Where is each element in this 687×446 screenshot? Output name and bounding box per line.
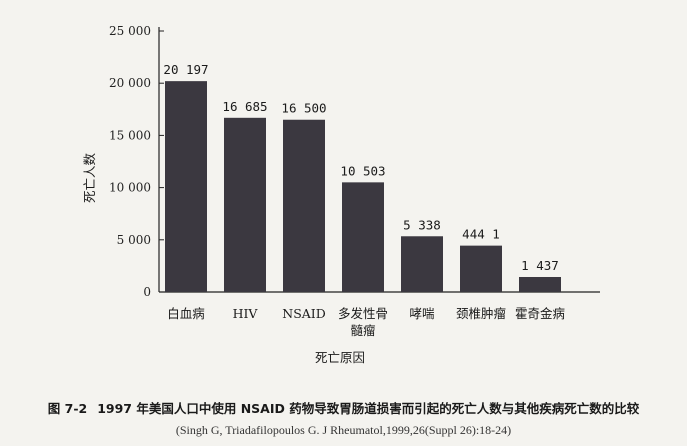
chart-axes: 0 5 000 10 000 15 000 20 000 25 000 [109,24,600,299]
bar [519,276,561,292]
x-tick-label: 髓瘤 [350,323,376,338]
chart-bars [165,81,561,293]
bar-value-label: 20 197 [163,62,208,77]
y-tick-label: 5 000 [117,233,151,247]
x-tick-label: 白血病 [167,306,205,321]
y-tick-label: 15 000 [109,128,151,142]
x-tick-label: 颈椎肿瘤 [456,306,507,321]
bar-value-label: 1 437 [521,258,559,273]
x-tick-label: 哮喘 [409,306,434,321]
figure-source: (Singh G, Triadafilopoulos G. J Rheumato… [175,423,512,437]
bar [224,117,266,293]
x-axis-label: 死亡原因 [315,350,365,365]
x-tick-label: 霍奇金病 [515,306,565,321]
bar [460,245,502,292]
bar-value-label: 10 503 [340,163,385,178]
x-tick-label: HIV [233,306,259,321]
x-tick-label: NSAID [282,306,326,321]
y-tick-label: 20 000 [109,76,151,90]
bar [401,236,443,292]
figure-caption-text: 1997 年美国人口中使用 NSAID 药物导致胃肠道损害而引起的死亡人数与其他… [97,401,640,416]
y-tick-label: 10 000 [109,181,151,195]
figure-number: 图 7-2 [47,401,88,416]
bar [283,119,325,293]
y-tick-label: 25 000 [109,24,151,38]
bar-value-label: 16 685 [222,99,267,114]
bar-chart: 0 5 000 10 000 15 000 20 000 25 000 20 197 白血病… [82,24,600,365]
bar-value-label: 444 1 [462,227,500,242]
figure-caption: 图 7-2 1997 年美国人口中使用 NSAID 药物导致胃肠道损害而引起的死亡… [0,398,687,417]
bar [165,81,207,293]
x-tick-label: 多发性骨 [338,306,388,321]
chart-labels: 20 197 白血病 16 685 HIV 16 500 NSAID 10 503 多发性骨髓… [163,62,565,338]
bar-value-label: 5 338 [403,217,441,232]
bar [342,182,384,292]
bar-value-label: 16 500 [281,101,326,116]
y-axis-label: 死亡人数 [82,153,97,204]
y-tick-label: 0 [143,285,151,299]
